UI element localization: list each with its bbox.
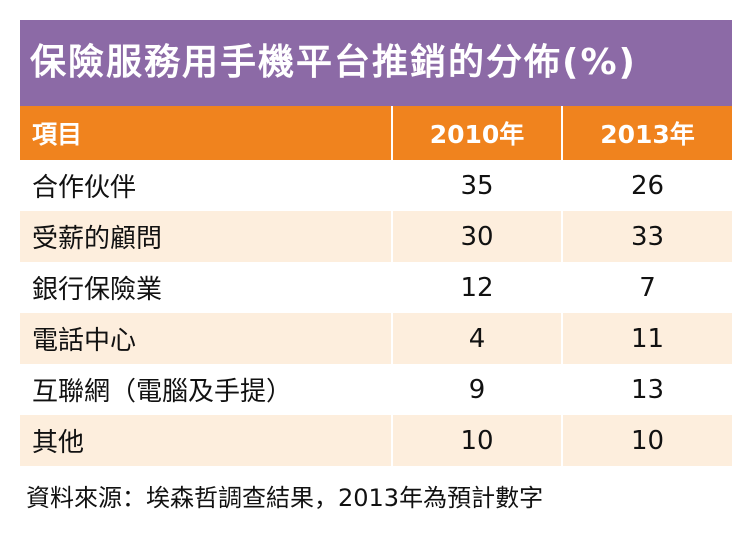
header-item: 項目 (20, 106, 392, 160)
table-row: 其他 10 10 (20, 415, 732, 466)
row-label: 互聯網（電腦及手提） (20, 364, 392, 415)
cell-2010: 9 (391, 364, 562, 415)
table-figure: 保險服務用手機平台推銷的分佈(%) 項目 2010年 2013年 合作伙伴 35… (20, 20, 732, 466)
cell-2013: 26 (561, 160, 732, 211)
data-table: 項目 2010年 2013年 合作伙伴 35 26 受薪的顧問 30 33 銀行… (20, 106, 732, 466)
header-2013: 2013年 (561, 106, 732, 160)
row-label: 合作伙伴 (20, 160, 392, 211)
cell-2013: 7 (561, 262, 732, 313)
row-label: 受薪的顧問 (20, 211, 392, 262)
table-row: 電話中心 4 11 (20, 313, 732, 364)
cell-2010: 35 (391, 160, 562, 211)
table-row: 合作伙伴 35 26 (20, 160, 732, 211)
table-row: 受薪的顧問 30 33 (20, 211, 732, 262)
cell-2010: 12 (391, 262, 562, 313)
cell-2010: 30 (391, 211, 562, 262)
cell-2013: 13 (561, 364, 732, 415)
row-label: 電話中心 (20, 313, 392, 364)
row-label: 其他 (20, 415, 392, 466)
table-title: 保險服務用手機平台推銷的分佈(%) (20, 20, 732, 106)
cell-2013: 11 (561, 313, 732, 364)
cell-2013: 33 (561, 211, 732, 262)
table-row: 互聯網（電腦及手提） 9 13 (20, 364, 732, 415)
header-2010: 2010年 (391, 106, 562, 160)
table-row: 銀行保險業 12 7 (20, 262, 732, 313)
cell-2013: 10 (561, 415, 732, 466)
source-note: 資料來源：埃森哲調查結果，2013年為預計數字 (26, 484, 544, 512)
cell-2010: 10 (391, 415, 562, 466)
header-row: 項目 2010年 2013年 (20, 106, 732, 160)
row-label: 銀行保險業 (20, 262, 392, 313)
cell-2010: 4 (391, 313, 562, 364)
